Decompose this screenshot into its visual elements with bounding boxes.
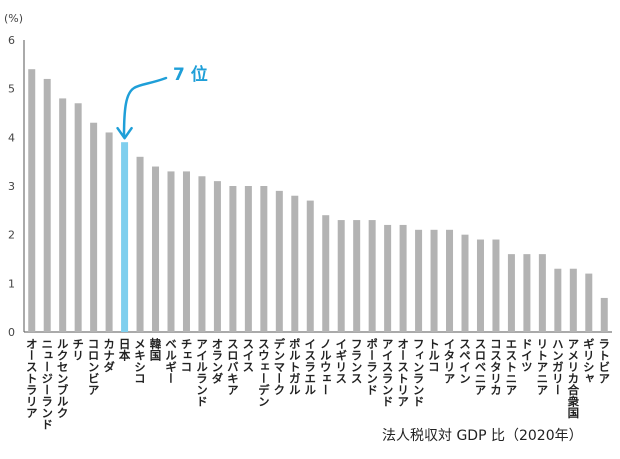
bar: [229, 186, 237, 332]
x-tick-label: イスラエル: [303, 338, 317, 396]
bar: [446, 229, 454, 332]
y-tick-label: 6: [8, 34, 15, 47]
bar: [275, 190, 283, 332]
annotation-arrow-icon: [116, 76, 168, 140]
x-tick-label: デンマーク: [272, 337, 286, 395]
bar: [90, 122, 98, 332]
y-tick-label: 0: [8, 326, 15, 339]
x-tick-labels: オーストラリア ニュージーランド ルクセンブルク チリ コロンビア カナダ 日本 メキシコ 韓国…: [25, 337, 612, 430]
x-tick-label: オーストリア: [396, 338, 410, 407]
bar: [538, 254, 546, 332]
bar: [585, 273, 593, 332]
bar: [291, 195, 299, 332]
x-tick-label: フランス: [350, 338, 364, 384]
x-tick-label: トルコ: [427, 338, 441, 373]
bar: [476, 239, 484, 332]
bar: [152, 166, 160, 332]
x-tick-label: カナダ: [102, 338, 116, 373]
bar: [105, 132, 113, 332]
x-tick-label: 韓国: [149, 337, 163, 362]
bar: [136, 156, 144, 332]
x-tick-label: ポルトガル: [288, 337, 302, 395]
y-tick-label: 1: [8, 277, 15, 290]
x-tick-label: ドイツ: [520, 338, 534, 373]
y-unit-label: (%): [4, 12, 23, 25]
rank-annotation-label: 7 位: [173, 64, 208, 85]
chart-note: 法人税収対 GDP 比（2020年）: [382, 428, 583, 444]
bar: [399, 224, 407, 332]
bar: [28, 69, 36, 332]
x-tick-label: アイスランド: [381, 338, 395, 407]
bar: [306, 200, 314, 332]
bar: [600, 297, 608, 332]
x-tick-label: スイス: [241, 338, 255, 373]
x-tick-label: ギリシャ: [582, 337, 596, 384]
y-tick-label: 3: [8, 180, 15, 193]
x-tick-label: スペイン: [458, 338, 472, 384]
x-tick-label: スロバキア: [226, 338, 240, 396]
x-tick-label: ベルギー: [164, 338, 178, 384]
bar-highlighted: [121, 142, 129, 332]
y-tick-label: 5: [8, 83, 15, 96]
x-tick-label: アイルランド: [195, 338, 209, 407]
y-tick-label: 4: [8, 131, 15, 144]
x-tick-label: ハンガリー: [551, 338, 565, 396]
x-tick-label: コスタリカ: [489, 338, 503, 396]
bar: [492, 239, 500, 332]
bar: [337, 220, 345, 332]
bar: [244, 186, 252, 332]
bar: [182, 171, 190, 332]
bar: [368, 220, 376, 332]
bar: [523, 254, 531, 332]
bar: [213, 181, 221, 332]
x-tick-label: ニュージーランド: [40, 338, 54, 430]
x-tick-label: 日本: [118, 338, 132, 362]
y-tick-label: 2: [8, 229, 15, 242]
bar: [430, 229, 438, 332]
x-tick-label: イタリア: [443, 338, 457, 384]
bars: [28, 69, 608, 333]
bar: [554, 268, 562, 332]
rank-annotation: 7 位: [116, 64, 208, 140]
bar: [43, 78, 51, 332]
bar: [322, 215, 330, 332]
x-tick-label: チェコ: [179, 338, 193, 373]
x-tick-label: メキシコ: [133, 338, 147, 384]
x-tick-label: オーストラリア: [25, 338, 39, 419]
x-tick-label: オランダ: [210, 338, 224, 384]
x-tick-label: イギリス: [334, 338, 348, 384]
x-tick-label: リトアニア: [535, 338, 549, 396]
bar: [260, 186, 268, 332]
x-tick-label: ルクセンブルク: [56, 338, 70, 419]
bar: [167, 171, 175, 332]
x-tick-label: チリ: [71, 338, 85, 361]
bar: [74, 103, 82, 333]
x-tick-label: ポーランド: [365, 337, 379, 395]
x-tick-label: コロンビア: [87, 338, 101, 396]
bar: [384, 224, 392, 332]
x-tick-label: スロベニア: [473, 338, 487, 396]
bar: [198, 176, 206, 332]
x-tick-label: スウェーデン: [257, 338, 271, 407]
bar: [59, 98, 67, 333]
bar: [461, 234, 469, 332]
x-tick-label: エストニア: [504, 338, 518, 396]
bar: [507, 254, 515, 332]
bar: [569, 268, 577, 332]
bar: [353, 220, 361, 332]
x-tick-label: アメリカ合衆国: [566, 338, 580, 419]
x-tick-label: ノルウェー: [319, 338, 333, 396]
bar: [415, 229, 423, 332]
x-tick-label: ラトビア: [597, 338, 611, 384]
x-tick-label: フィンランド: [412, 338, 426, 407]
